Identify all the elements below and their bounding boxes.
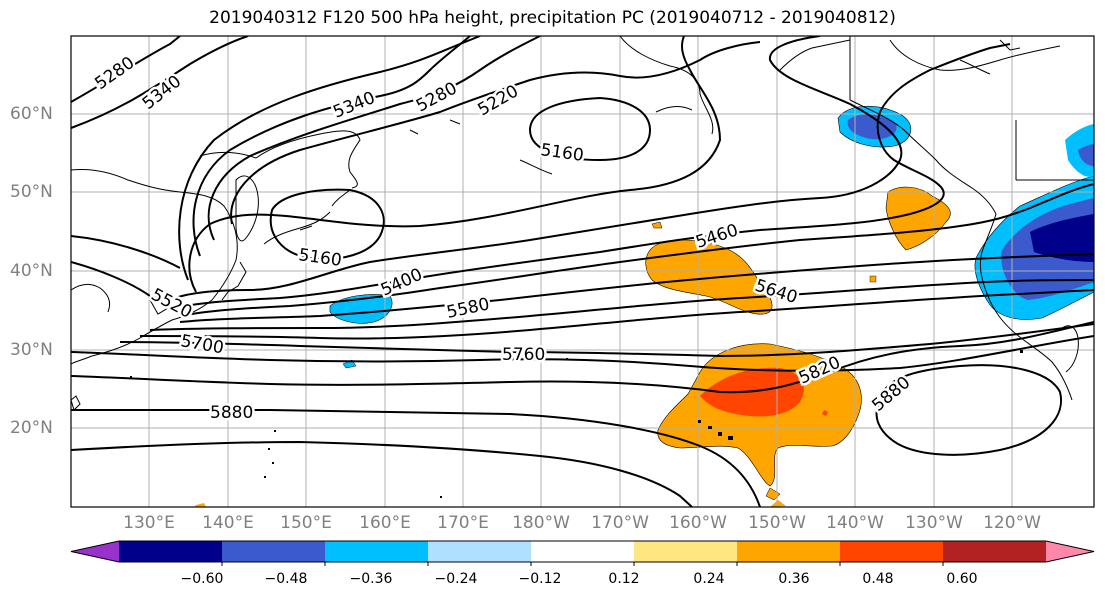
plot-border — [70, 35, 1095, 508]
contour-5520b — [175, 43, 1011, 309]
lon-label: 170°W — [591, 513, 649, 533]
contour-5340-nw — [71, 36, 249, 129]
colorbar-extension-high — [1046, 541, 1094, 562]
contour-5160-north — [528, 96, 652, 162]
contour-label: 5880 — [210, 403, 253, 423]
colorbar-bin — [325, 541, 429, 562]
colorbar-tick-label: −0.24 — [434, 571, 478, 587]
colorbar-bin — [119, 541, 223, 562]
colorbar-bin — [222, 541, 326, 562]
contour-5760 — [71, 335, 1094, 372]
colorbar-bin — [428, 541, 532, 562]
lon-label: 120°W — [983, 513, 1041, 533]
colorbar-tick-label: −0.60 — [180, 571, 224, 587]
contour-5520 — [169, 36, 903, 301]
lon-label: 160°W — [669, 513, 727, 533]
contour-5880-low — [71, 440, 693, 507]
precip-pos-north — [645, 239, 773, 315]
colorbar-bin — [531, 541, 635, 562]
colorbar-bin — [737, 541, 841, 562]
lon-label: 180°W — [512, 513, 570, 533]
colorbar-extension-low — [71, 541, 119, 562]
contour-5160-west — [269, 188, 385, 260]
colorbar-tick-label: 0.12 — [608, 571, 640, 587]
colorbar-tick-label: −0.36 — [349, 571, 393, 587]
coastlines — [71, 36, 1094, 411]
contour-5700 — [119, 323, 1094, 358]
lat-label-20n: 20°N — [10, 418, 53, 438]
map-title: 2019040312 F120 500 hPa height, precipit… — [209, 8, 896, 28]
colorbar-tick-label: −0.12 — [518, 571, 562, 587]
lon-label: 160°E — [359, 513, 411, 533]
contour-5340 — [192, 36, 471, 257]
contour-5640b — [139, 289, 1094, 340]
colorbar-tick-label: 0.48 — [862, 571, 894, 587]
lat-label-60n: 60°N — [10, 104, 53, 124]
contour-5580 — [179, 253, 1094, 323]
lat-label-50n: 50°N — [10, 182, 53, 202]
contour-far-west — [71, 235, 181, 297]
contour-5820 — [71, 321, 1094, 394]
contour-5280-nw — [71, 36, 181, 103]
contour-5640 — [149, 279, 1094, 331]
lon-label: 140°W — [826, 513, 884, 533]
contour-5400 — [178, 36, 481, 281]
contour-5880-high — [875, 364, 1062, 456]
contour-label: 5760 — [502, 345, 545, 365]
lon-label: 150°W — [748, 513, 806, 533]
lon-label: 150°E — [280, 513, 332, 533]
lon-label: 170°E — [437, 513, 489, 533]
lon-label: 130°E — [123, 513, 175, 533]
colorbar-tick-label: 0.60 — [946, 571, 978, 587]
height-contours — [71, 36, 1094, 507]
colorbar — [70, 540, 1095, 566]
lon-label: 140°E — [202, 513, 254, 533]
colorbar-bin — [634, 541, 738, 562]
colorbar-tick-label: −0.48 — [264, 571, 308, 587]
contour-5460-band — [188, 36, 722, 293]
colorbar-bin — [943, 541, 1047, 562]
colorbar-tick-label: 0.36 — [778, 571, 810, 587]
lat-label-40n: 40°N — [10, 261, 53, 281]
contour-5880 — [71, 408, 761, 507]
lat-label-30n: 30°N — [10, 340, 53, 360]
colorbar-bin — [840, 541, 944, 562]
contour-5220 — [230, 41, 761, 225]
colorbar-tick-label: 0.24 — [693, 571, 725, 587]
contour-5460 — [179, 183, 1094, 317]
contour-5280 — [207, 36, 541, 241]
lon-label: 130°W — [905, 513, 963, 533]
colorbar-outline — [70, 540, 1095, 563]
